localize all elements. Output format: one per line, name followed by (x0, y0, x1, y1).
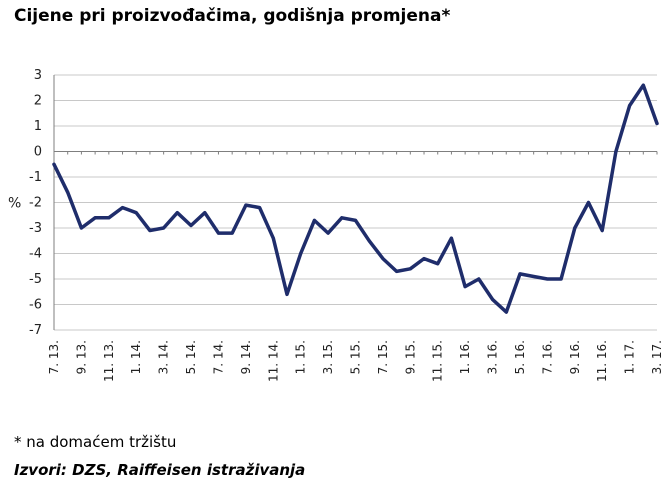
x-tick-label: 11. 15. (431, 340, 445, 382)
data-points (52, 83, 659, 314)
data-point (271, 236, 275, 240)
data-point (285, 292, 289, 296)
data-point (312, 218, 316, 222)
data-point (93, 216, 97, 220)
data-point (367, 239, 371, 243)
y-axis-label: % (8, 196, 21, 212)
data-point (504, 310, 508, 314)
axes (53, 75, 658, 330)
data-point (600, 229, 604, 233)
data-point (628, 104, 632, 108)
data-point (532, 274, 536, 278)
y-tick-label: -3 (29, 221, 42, 236)
y-tick-label: -2 (29, 196, 42, 211)
data-point (258, 206, 262, 210)
x-tick-label: 7. 13. (47, 340, 61, 374)
data-point (559, 277, 563, 281)
x-tick-label: 5. 15. (349, 340, 363, 374)
data-point (216, 231, 220, 235)
x-tick-label: 11. 13. (102, 340, 116, 382)
x-tick-label: 7. 16. (540, 340, 554, 374)
footnote: * na domaćem tržištu (14, 433, 177, 451)
data-point (491, 297, 495, 301)
chart-title: Cijene pri proizvođačima, godišnja promj… (14, 6, 451, 26)
y-tick-label: 3 (34, 68, 42, 83)
data-point (189, 223, 193, 227)
x-tick-label: 3. 15. (321, 340, 335, 374)
x-tick-label: 11. 16. (595, 340, 609, 382)
data-point (299, 252, 303, 255)
x-tick-label: 3. 16. (486, 340, 500, 374)
data-point (641, 83, 645, 87)
x-tick-labels: 7. 13. 9. 13. 11. 13. 1. 14. 3. 14. 5. 14. 7. … (47, 340, 664, 382)
x-tick-label: 1. 15. (294, 340, 308, 374)
data-point (52, 162, 56, 166)
data-point (395, 269, 399, 273)
y-tick-label: 1 (34, 119, 42, 134)
series-line (52, 83, 659, 314)
data-point (175, 211, 179, 215)
data-point (614, 150, 618, 153)
x-tick-label: 7. 15. (376, 340, 390, 374)
source-note: Izvori: DZS, Raiffeisen istraživanja (14, 461, 306, 479)
data-point (354, 218, 357, 222)
y-tick-label: 2 (34, 94, 42, 109)
data-point (134, 211, 138, 215)
data-point (203, 211, 207, 215)
y-tick-label: -6 (29, 298, 42, 313)
chart: 3 2 1 0 -1 -2 -3 -4 -5 -6 -7 7. 13. 9. 13. 11. 13. 1.… (8, 68, 664, 382)
x-tick-label: 5. 16. (513, 340, 527, 374)
grid (54, 74, 657, 331)
data-point (381, 257, 385, 261)
x-tick-label: 5. 14. (184, 340, 198, 374)
data-point (586, 201, 590, 204)
data-point (326, 231, 330, 235)
data-point (121, 206, 125, 210)
data-point (477, 277, 481, 281)
x-tick-label: 1. 16. (458, 340, 472, 374)
x-tick-label: 3. 17. (650, 340, 664, 374)
data-point (148, 229, 152, 233)
data-point (244, 203, 248, 207)
x-tick-label: 9. 14. (239, 340, 253, 374)
data-point (107, 216, 111, 220)
y-tick-label: -1 (29, 170, 42, 185)
data-point (340, 216, 344, 220)
data-point (518, 272, 522, 276)
data-point (573, 226, 577, 230)
data-point (545, 277, 549, 281)
x-tick-label: 1. 17. (623, 340, 637, 374)
x-tick-label: 3. 14. (157, 340, 171, 374)
data-point (162, 226, 166, 230)
data-point (655, 121, 659, 125)
y-tick-labels: 3 2 1 0 -1 -2 -3 -4 -5 -6 -7 (29, 68, 42, 338)
data-point (79, 226, 83, 230)
data-point (436, 262, 440, 266)
data-point (463, 285, 467, 289)
data-point (449, 236, 453, 240)
x-tick-label: 9. 15. (403, 340, 417, 374)
data-point (408, 267, 412, 271)
x-tick-label: 9. 13. (74, 340, 88, 374)
x-tick-label: 1. 14. (129, 340, 143, 374)
data-point (66, 190, 70, 194)
data-point (230, 231, 234, 235)
y-tick-label: -7 (29, 323, 42, 338)
y-tick-label: 0 (34, 145, 42, 160)
data-point (422, 257, 426, 261)
x-tick-label: 7. 14. (211, 340, 225, 374)
y-tick-label: -4 (29, 247, 42, 262)
x-tick-label: 11. 14. (266, 340, 280, 382)
y-tick-label: -5 (29, 272, 42, 287)
x-tick-label: 9. 16. (568, 340, 582, 374)
